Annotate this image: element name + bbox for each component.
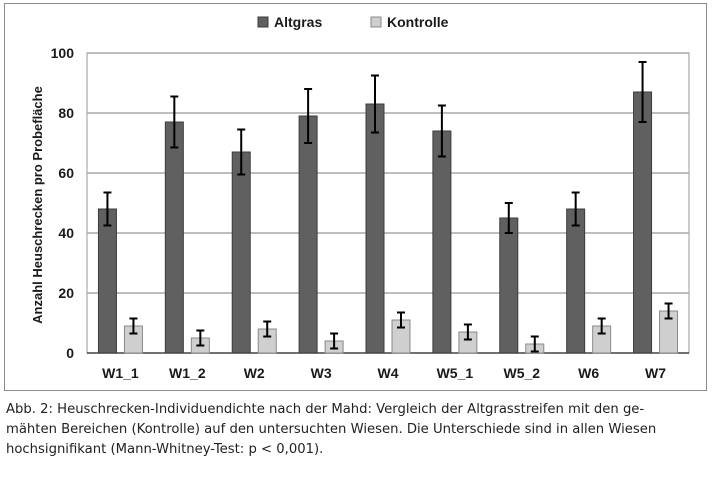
bar-altgras <box>97 208 117 354</box>
x-tick-label: W5_1 <box>437 365 474 381</box>
y-tick-label: 0 <box>66 345 74 361</box>
figure-caption: Abb. 2: Heuschrecken-Individuendichte na… <box>6 400 716 460</box>
x-tick-label: W3 <box>311 365 332 381</box>
legend-label-kontrolle: Kontrolle <box>387 14 449 30</box>
caption-line: Abb. 2: Heuschrecken-Individuendichte na… <box>6 402 645 417</box>
y-tick-label: 80 <box>58 105 74 121</box>
bar-chart: 0 20 40 60 80 100 Anzahl Heuschrecken pro Prob… <box>30 14 690 381</box>
y-tick-label: 100 <box>51 45 75 61</box>
legend-swatch-altgras <box>257 16 269 28</box>
y-tick-label: 40 <box>58 225 74 241</box>
bar-altgras <box>499 217 519 354</box>
chart-frame <box>4 3 707 391</box>
bar-altgras <box>298 115 318 354</box>
y-tick-label: 60 <box>58 165 74 181</box>
x-tick-label: W1_1 <box>102 365 139 381</box>
caption-line: mähten Bereichen (Kontrolle) auf den unt… <box>6 422 657 437</box>
x-tick-label: W6 <box>578 365 599 381</box>
y-tick-label: 20 <box>58 285 74 301</box>
caption-line: hochsignifikant (Mann-Whitney-Test: p < … <box>6 442 324 457</box>
bar-altgras <box>633 91 653 354</box>
bar-altgras <box>432 130 452 354</box>
y-axis-label: Anzahl Heuschrecken pro Probefläche <box>30 86 45 324</box>
x-tick-label: W1_2 <box>169 365 206 381</box>
x-tick-label: W4 <box>378 365 399 381</box>
legend-swatch-kontrolle <box>370 16 382 28</box>
bar-altgras <box>164 121 184 354</box>
bar-altgras <box>365 103 385 354</box>
bar-altgras <box>566 208 586 354</box>
x-tick-label: W5_2 <box>503 365 540 381</box>
legend-label-altgras: Altgras <box>274 14 322 30</box>
x-tick-label: W7 <box>645 365 666 381</box>
bar-altgras <box>231 151 251 354</box>
x-tick-label: W2 <box>244 365 265 381</box>
